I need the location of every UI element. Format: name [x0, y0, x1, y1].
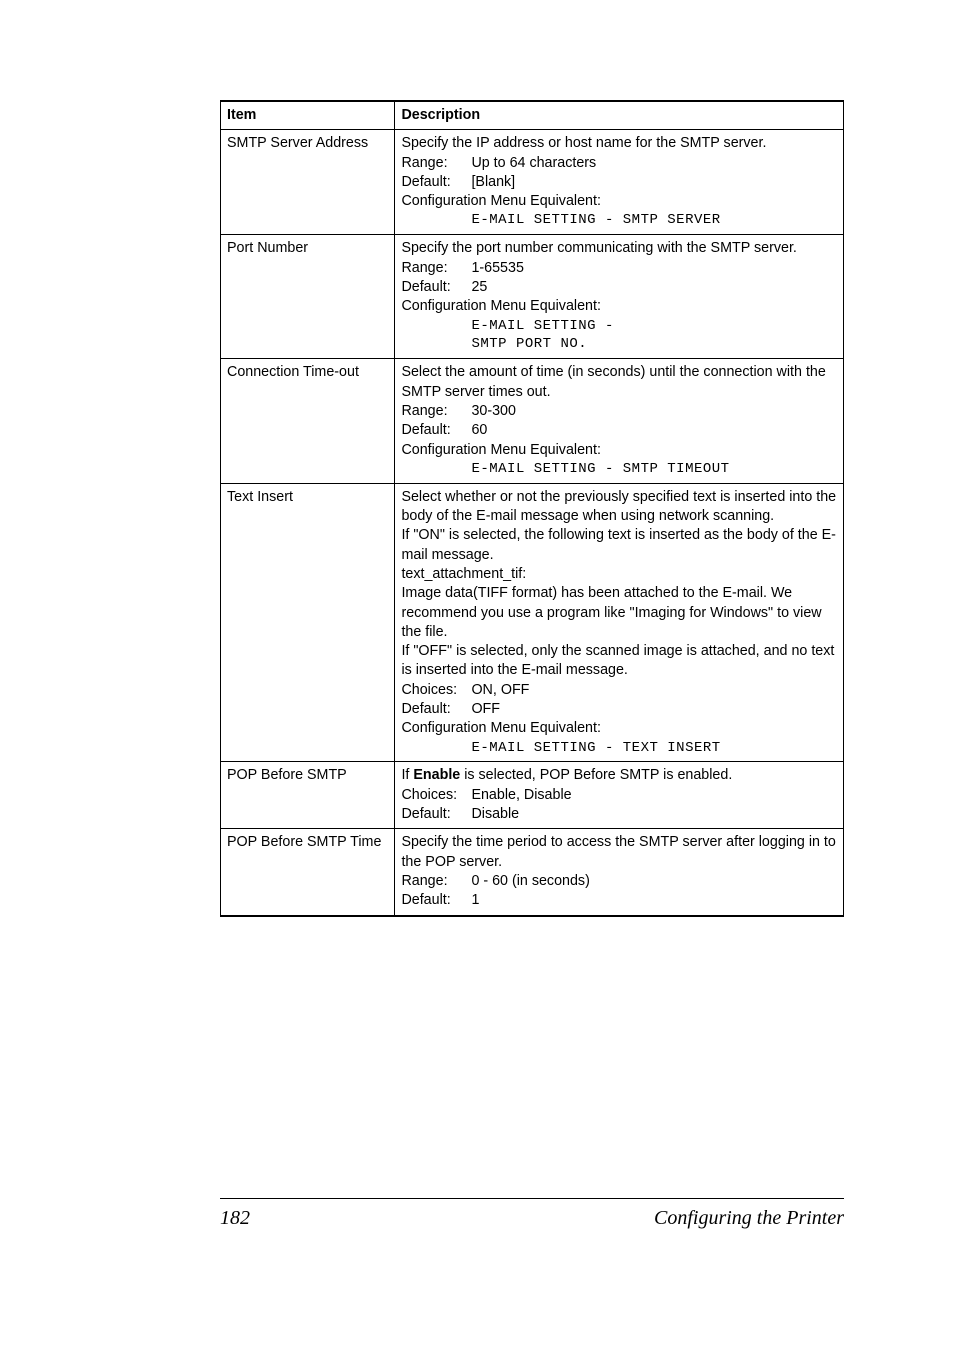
config-label: Configuration Menu Equivalent:: [401, 442, 601, 458]
range-value: 30-300: [471, 403, 516, 419]
default-value: OFF: [471, 701, 500, 717]
config-label: Configuration Menu Equivalent:: [401, 298, 601, 314]
default-value: [Blank]: [471, 174, 515, 190]
default-label: Default:: [401, 891, 471, 910]
desc-text: Specify the port number communicating wi…: [401, 240, 796, 256]
range-label: Range:: [401, 259, 471, 278]
config-label: Configuration Menu Equivalent:: [401, 720, 601, 736]
desc-text: Specify the time period to access the SM…: [401, 834, 835, 869]
desc-text: Select whether or not the previously spe…: [401, 489, 836, 524]
choices-label: Choices:: [401, 786, 471, 805]
mono-text: E-MAIL SETTING - SMTP TIMEOUT: [401, 460, 837, 479]
cell-description: Select whether or not the previously spe…: [395, 483, 844, 762]
range-value: 1-65535: [471, 260, 523, 276]
cell-description: If Enable is selected, POP Before SMTP i…: [395, 762, 844, 829]
desc-text: If "OFF" is selected, only the scanned i…: [401, 643, 834, 678]
cell-item: Port Number: [221, 235, 395, 359]
config-label: Configuration Menu Equivalent:: [401, 193, 601, 209]
mono-text: E-MAIL SETTING -: [401, 317, 837, 336]
desc-text: If "ON" is selected, the following text …: [401, 527, 836, 562]
default-value: 25: [471, 279, 487, 295]
cell-item: POP Before SMTP Time: [221, 829, 395, 916]
default-value: 60: [471, 422, 487, 438]
cell-description: Specify the IP address or host name for …: [395, 130, 844, 235]
choices-label: Choices:: [401, 681, 471, 700]
choices-value: Enable, Disable: [471, 787, 571, 803]
cell-description: Specify the port number communicating wi…: [395, 235, 844, 359]
default-value: 1: [471, 892, 479, 908]
cell-description: Specify the time period to access the SM…: [395, 829, 844, 916]
table-row: SMTP Server Address Specify the IP addre…: [221, 130, 844, 235]
desc-bold: Enable: [413, 767, 460, 783]
header-description: Description: [395, 101, 844, 130]
page-footer: 182 Configuring the Printer: [220, 1198, 844, 1230]
default-label: Default:: [401, 173, 471, 192]
cell-item: Connection Time-out: [221, 359, 395, 483]
default-label: Default:: [401, 700, 471, 719]
mono-text: E-MAIL SETTING - SMTP SERVER: [401, 211, 837, 230]
default-label: Default:: [401, 278, 471, 297]
table-header-row: Item Description: [221, 101, 844, 130]
desc-text: If: [401, 767, 413, 783]
range-label: Range:: [401, 154, 471, 173]
page-number: 182: [220, 1207, 250, 1230]
settings-table: Item Description SMTP Server Address Spe…: [220, 100, 844, 917]
range-label: Range:: [401, 872, 471, 891]
mono-text: E-MAIL SETTING - TEXT INSERT: [401, 739, 837, 758]
choices-value: ON, OFF: [471, 682, 529, 698]
cell-description: Select the amount of time (in seconds) u…: [395, 359, 844, 483]
cell-item: POP Before SMTP: [221, 762, 395, 829]
page: Item Description SMTP Server Address Spe…: [0, 0, 954, 977]
table-row: Connection Time-out Select the amount of…: [221, 359, 844, 483]
cell-item: SMTP Server Address: [221, 130, 395, 235]
range-value: Up to 64 characters: [471, 155, 596, 171]
cell-item: Text Insert: [221, 483, 395, 762]
default-label: Default:: [401, 805, 471, 824]
desc-text: is selected, POP Before SMTP is enabled.: [460, 767, 732, 783]
default-value: Disable: [471, 806, 519, 822]
desc-text: Specify the IP address or host name for …: [401, 135, 766, 151]
footer-title: Configuring the Printer: [654, 1207, 844, 1230]
desc-text: text_attachment_tif:: [401, 566, 526, 582]
desc-text: Select the amount of time (in seconds) u…: [401, 364, 825, 399]
default-label: Default:: [401, 421, 471, 440]
range-label: Range:: [401, 402, 471, 421]
range-value: 0 - 60 (in seconds): [471, 873, 589, 889]
table-row: POP Before SMTP If Enable is selected, P…: [221, 762, 844, 829]
table-row: Text Insert Select whether or not the pr…: [221, 483, 844, 762]
table-row: Port Number Specify the port number comm…: [221, 235, 844, 359]
table-row: POP Before SMTP Time Specify the time pe…: [221, 829, 844, 916]
mono-text: SMTP PORT NO.: [401, 335, 837, 354]
desc-text: Image data(TIFF format) has been attache…: [401, 585, 821, 640]
header-item: Item: [221, 101, 395, 130]
